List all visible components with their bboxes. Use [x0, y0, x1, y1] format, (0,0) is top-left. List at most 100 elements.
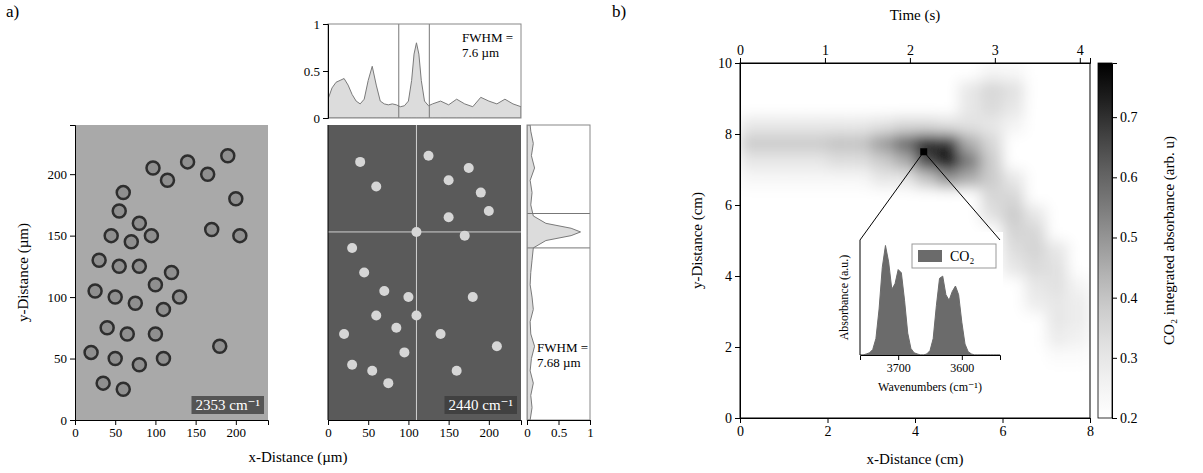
- tick: 200: [227, 420, 247, 440]
- annotation: FWHM =7.68 µm: [537, 340, 588, 370]
- heat-cell: [849, 116, 871, 134]
- profile-marks: [328, 24, 521, 118]
- cell-ring: [125, 235, 138, 248]
- heat-cell: [784, 294, 806, 312]
- image-background: [328, 125, 521, 420]
- tick: 8: [725, 127, 740, 142]
- heat-cell: [937, 205, 959, 223]
- cell-ring: [205, 223, 218, 236]
- heat-cell: [762, 170, 784, 188]
- cell-spot: [476, 188, 486, 198]
- heat-cell: [1003, 400, 1025, 418]
- heat-cell: [959, 99, 981, 117]
- heat-cell: [1068, 383, 1090, 401]
- tick: 4: [1077, 43, 1084, 63]
- heat-cell: [828, 205, 850, 223]
- heat-cell: [740, 347, 762, 365]
- heat-cell: [1068, 99, 1090, 117]
- window-line: [527, 213, 590, 214]
- heat-cell: [1068, 329, 1090, 347]
- tick-mark: [825, 58, 826, 63]
- tick-label: 3: [992, 43, 999, 58]
- heat-cell: [1003, 205, 1025, 223]
- heat-cell: [849, 152, 871, 170]
- heat-cell: [849, 400, 871, 418]
- heat-cell: [981, 116, 1003, 134]
- tick-mark: [1003, 418, 1004, 423]
- heat-cell: [1024, 187, 1046, 205]
- tick: 1: [587, 420, 594, 440]
- tick-mark: [70, 297, 75, 298]
- tick-mark: [70, 174, 75, 175]
- heat-cell: [806, 187, 828, 205]
- heat-cell: [784, 312, 806, 330]
- heat-cell: [740, 383, 762, 401]
- heat-cell: [740, 99, 762, 117]
- tick: 10: [718, 56, 740, 71]
- heat-cell: [740, 187, 762, 205]
- cell-ring: [181, 155, 194, 168]
- heat-cell: [849, 63, 871, 81]
- cell-ring: [201, 168, 214, 181]
- heatmap-panel: 02468024681001234x-Distance (cm)y-Distan…: [612, 2, 1178, 468]
- profile-top: 00.51FWHM =7.6 µm: [304, 17, 521, 126]
- heat-cell: [1068, 134, 1090, 152]
- heat-cell: [937, 170, 959, 188]
- tick: 100: [399, 420, 419, 440]
- heat-cell: [981, 63, 1003, 81]
- heat-cell: [740, 329, 762, 347]
- axis-line: [861, 356, 1001, 361]
- cell-ring: [113, 205, 126, 218]
- tick: 50: [54, 351, 75, 366]
- plot-frame: [527, 125, 590, 420]
- heat-cell: [915, 63, 937, 81]
- heat-cell: [1024, 134, 1046, 152]
- tick: 150: [48, 228, 76, 243]
- axis: 00.51: [304, 17, 329, 126]
- cell-spot: [403, 292, 413, 302]
- axis-line: [70, 126, 76, 421]
- inset: 37003600Wavenumbers (cm⁻¹)Absorbance (a.…: [812, 232, 1003, 398]
- profile-marks: [527, 125, 590, 420]
- heat-cell: [784, 329, 806, 347]
- heat-cell: [937, 134, 959, 152]
- heat-cell: [1046, 134, 1068, 152]
- image-marks: [85, 149, 247, 396]
- heat-cell: [806, 116, 828, 134]
- tick-label: 150: [439, 425, 459, 440]
- heat-cell: [1046, 400, 1068, 418]
- heat-cell: [1068, 187, 1090, 205]
- axis: 050100150200: [325, 420, 521, 440]
- heat-cell: [784, 241, 806, 259]
- heat-cell: [1068, 205, 1090, 223]
- tick-label: 0.2: [1120, 411, 1138, 426]
- profile-right: 00.51 FWHM =7.68 µm: [524, 125, 594, 440]
- heat-cell: [762, 205, 784, 223]
- axis-line: [860, 240, 861, 355]
- figure-root: 2353 cm⁻¹0501001502000501001502002440 cm…: [0, 0, 1203, 473]
- heat-cell: [1046, 347, 1068, 365]
- heat-cell: [806, 152, 828, 170]
- axis: 00.51: [524, 420, 594, 440]
- tick-mark: [1112, 117, 1117, 118]
- tick-label: 0: [737, 43, 744, 58]
- heatmap-clip: [740, 63, 1090, 418]
- label-patch: [445, 396, 518, 414]
- heat-cell: [1046, 205, 1068, 223]
- heat-cell: [1046, 81, 1068, 99]
- heat-cell: [1068, 258, 1090, 276]
- cell-spot: [484, 206, 494, 216]
- legend-swatch: [918, 250, 942, 262]
- heat-cell: [784, 258, 806, 276]
- cell-ring: [85, 346, 98, 359]
- tick-label: 6: [1000, 424, 1007, 439]
- tick-label: 0: [314, 111, 321, 126]
- heat-cell: [1003, 365, 1025, 383]
- cell-spot: [468, 292, 478, 302]
- tick-mark: [70, 236, 75, 237]
- heat-cell: [1003, 170, 1025, 188]
- heat-cell: [1024, 81, 1046, 99]
- tick-label: 0: [325, 425, 332, 440]
- heat-cell: [915, 400, 937, 418]
- heat-cell: [915, 187, 937, 205]
